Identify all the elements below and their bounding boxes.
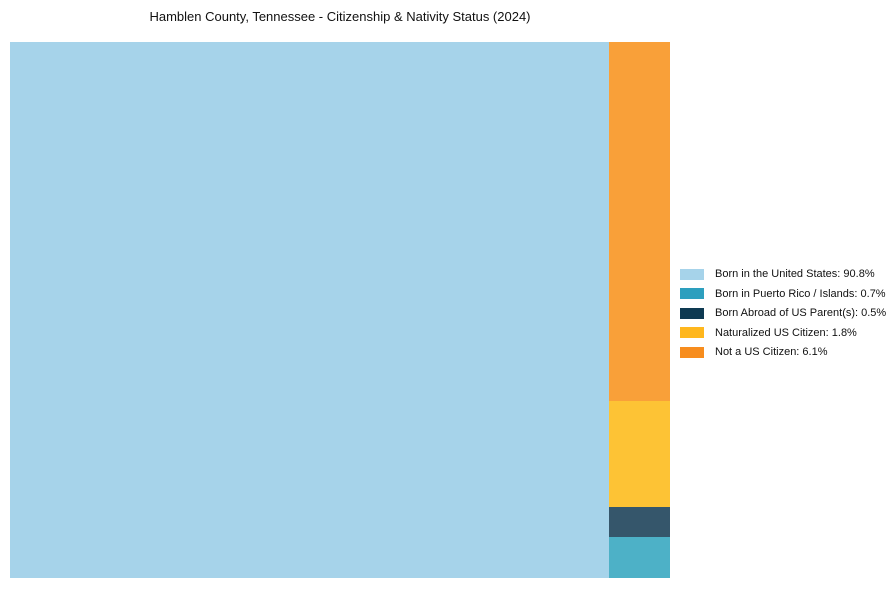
treemap-rect-naturalized-us-citizen[interactable] — [609, 401, 670, 508]
legend-swatch — [680, 307, 704, 319]
legend-label: Not a US Citizen: 6.1% — [715, 346, 828, 359]
treemap-column — [609, 42, 670, 578]
legend-swatch — [680, 346, 704, 358]
legend-label: Born Abroad of US Parent(s): 0.5% — [715, 307, 887, 320]
legend-swatch — [680, 268, 704, 280]
legend-swatch — [680, 288, 704, 300]
legend-label: Born in the United States: 90.8% — [715, 268, 875, 280]
legend-item-born-in-puerto-rico-islands[interactable]: Born in Puerto Rico / Islands: 0.7% — [680, 288, 886, 300]
treemap-plot-area — [10, 42, 670, 578]
legend-label: Born in Puerto Rico / Islands: 0.7% — [715, 287, 886, 300]
treemap-rect-born-in-puerto-rico-islands[interactable] — [609, 536, 670, 578]
treemap-rect-not-a-us-citizen[interactable] — [609, 42, 670, 402]
treemap-rect-born-abroad-of-us-parent-s[interactable] — [609, 507, 670, 537]
legend: Born in the United States: 90.8% Born in … — [680, 268, 886, 366]
legend-swatch — [680, 327, 704, 339]
legend-item-naturalized-us-citizen[interactable]: Naturalized US Citizen: 1.8% — [680, 327, 886, 339]
treemap-rect-born-in-the-united-states[interactable] — [10, 42, 610, 578]
legend-item-not-a-us-citizen[interactable]: Not a US Citizen: 6.1% — [680, 346, 886, 358]
legend-label: Naturalized US Citizen: 1.8% — [715, 326, 857, 339]
legend-item-born-in-the-united-states[interactable]: Born in the United States: 90.8% — [680, 268, 886, 280]
chart-title: Hamblen County, Tennessee - Citizenship … — [149, 9, 531, 24]
legend-item-born-abroad-of-us-parent-s[interactable]: Born Abroad of US Parent(s): 0.5% — [680, 307, 886, 319]
